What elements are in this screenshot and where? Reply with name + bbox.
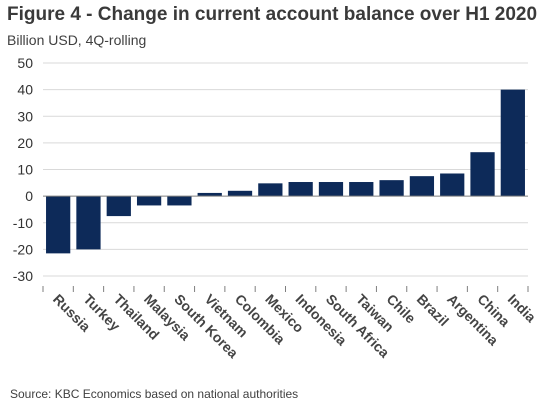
bar <box>349 182 374 197</box>
bar <box>76 196 101 250</box>
bar <box>46 196 71 254</box>
gridlines <box>43 62 528 277</box>
bar <box>106 196 131 217</box>
bar <box>409 176 435 197</box>
bar <box>470 152 495 197</box>
y-tick-label: 30 <box>17 108 33 124</box>
y-tick-label: 10 <box>17 162 33 178</box>
bar <box>318 182 344 197</box>
bars <box>46 89 525 254</box>
chart-subtitle: Billion USD, 4Q-rolling <box>7 32 147 48</box>
bar <box>167 196 192 206</box>
x-axis <box>42 195 529 292</box>
y-axis-tick-labels: -30 -20 -10 0 10 20 30 40 50 <box>13 55 33 284</box>
x-category-label: Brazil <box>414 291 452 329</box>
y-tick-label: 50 <box>17 55 33 71</box>
bar <box>500 89 525 197</box>
bar <box>227 190 253 197</box>
y-tick-label: -20 <box>13 241 33 257</box>
bar <box>288 182 313 197</box>
bar <box>197 192 222 197</box>
bar <box>136 196 162 206</box>
y-tick-label: -30 <box>13 268 33 284</box>
y-tick-label: 20 <box>17 135 33 151</box>
source-note: Source: KBC Economics based on national … <box>10 387 299 401</box>
y-tick-label: 40 <box>17 82 33 98</box>
y-tick-label: 0 <box>25 188 33 204</box>
bar <box>440 173 465 197</box>
bar <box>379 180 404 197</box>
bar <box>258 183 283 197</box>
chart-title: Figure 4 - Change in current account bal… <box>7 4 538 25</box>
y-tick-label: -10 <box>13 215 33 231</box>
